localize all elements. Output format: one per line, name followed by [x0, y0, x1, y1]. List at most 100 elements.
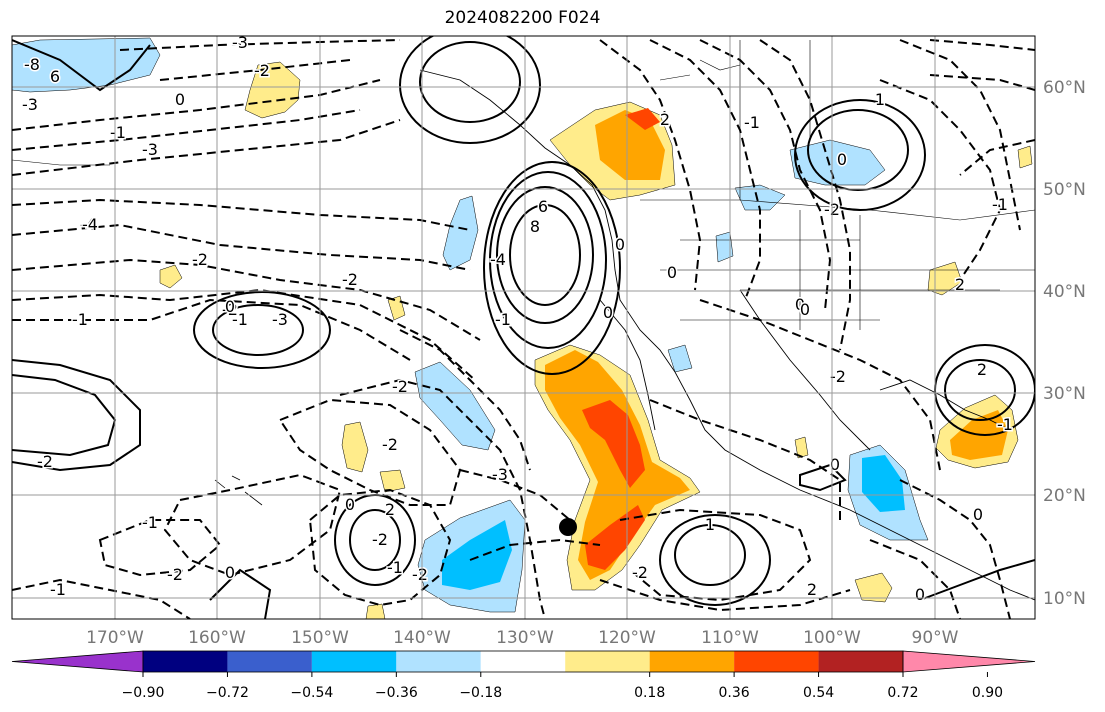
negative-anomaly-area	[12, 37, 161, 93]
contour-label: 0	[225, 297, 235, 316]
contour-label: 6	[50, 67, 60, 86]
lon-label: 170°W	[86, 628, 144, 648]
contour-label: -1	[110, 123, 126, 142]
colorbar-tick-label: −0.90	[122, 685, 165, 701]
contour-label: -3	[232, 33, 248, 52]
contour-label: 0	[830, 455, 840, 474]
positive-anomaly-area	[1017, 145, 1033, 169]
contour-label: 0	[837, 150, 847, 169]
colorbar-tick-label: −0.18	[459, 685, 502, 701]
positive-anomaly-area	[585, 505, 645, 570]
contour-label: 1	[705, 515, 715, 534]
contour-label: 0	[603, 303, 613, 322]
contour-label: -1	[495, 310, 511, 329]
contour-label: -2	[254, 61, 270, 80]
lat-label: 30°N	[1043, 384, 1086, 404]
contour-label: 0	[800, 300, 810, 319]
colorbar-frame	[142, 650, 904, 673]
contour-label: 0	[795, 295, 805, 314]
colorbar-segment	[480, 651, 566, 672]
contour-label: -1	[992, 195, 1008, 214]
colorbar-segment	[143, 651, 228, 672]
contour-label: -2	[167, 565, 183, 584]
lon-label: 90°W	[912, 628, 959, 648]
colorbar-tick-label: 0.18	[634, 685, 665, 701]
negative-anomaly-area	[715, 231, 734, 263]
negative-anomaly-area	[862, 455, 905, 512]
colorbar-segment	[227, 651, 312, 672]
contour-label: -1	[72, 310, 88, 329]
contour-label: 0	[225, 563, 235, 582]
colorbar-tick-label: −0.54	[290, 685, 333, 701]
lon-label: 110°W	[701, 628, 759, 648]
positive-anomaly-area	[794, 436, 809, 459]
positive-anomaly-area	[582, 400, 645, 488]
contour-label: -1	[387, 558, 403, 577]
contour-label: -3	[22, 95, 38, 114]
positive-anomaly-area	[365, 603, 386, 619]
contour-label: 2	[807, 580, 817, 599]
contour-label: -2	[222, 300, 238, 319]
contour-label: -4	[80, 215, 96, 234]
lon-label: 160°W	[188, 628, 246, 648]
contour-label: 6	[538, 197, 548, 216]
contour-label: 0	[915, 585, 925, 604]
positive-anomaly-area	[341, 421, 369, 473]
contour-label: -1	[232, 310, 248, 329]
contour-label: 8	[530, 217, 540, 236]
map-title: 2024082200 F024	[444, 8, 601, 28]
contour-label: -2	[37, 452, 53, 471]
positive-anomaly-area	[379, 469, 406, 493]
colorbar-tick-label: 0.72	[887, 685, 918, 701]
colorbar-tick-label: 0.54	[803, 685, 834, 701]
lat-label: 60°N	[1043, 78, 1086, 98]
colorbar-extend-low	[11, 650, 144, 673]
positive-anomaly-area	[159, 264, 183, 289]
lon-label: 120°W	[598, 628, 656, 648]
contour-label: -2	[372, 530, 388, 549]
storm-position-marker	[559, 518, 577, 536]
contour-label: 1	[875, 90, 885, 109]
lon-label: 100°W	[803, 628, 861, 648]
contour-label: 0	[615, 235, 625, 254]
contour-label: -2	[830, 367, 846, 386]
lon-label: 140°W	[393, 628, 451, 648]
colorbar-tick-label: −0.36	[375, 685, 418, 701]
contour-label: 2	[955, 275, 965, 294]
colorbar-segment	[734, 651, 819, 672]
colorbar-extend-high	[902, 650, 1036, 673]
colorbar-segment	[311, 651, 397, 672]
colorbar-segment	[396, 651, 481, 672]
colorbar-segment	[565, 651, 650, 672]
longitude-labels: 170°W 160°W 150°W 140°W 130°W 120°W 110°…	[86, 628, 959, 648]
contour-label: -2	[392, 377, 408, 396]
contour-label: 2	[660, 110, 670, 129]
negative-anomaly-area	[789, 139, 886, 186]
dashed-contours	[12, 39, 1035, 619]
negative-anomaly-area	[734, 184, 786, 211]
contour-label: -2	[632, 563, 648, 582]
latitude-labels: 60°N 50°N 40°N 30°N 20°N 10°N	[1043, 78, 1086, 609]
contour-label: -2	[382, 435, 398, 454]
positive-anomaly-area	[625, 108, 660, 130]
contour-label: 0	[175, 90, 185, 109]
contour-label: 2	[385, 500, 395, 519]
contour-label: -1	[744, 113, 760, 132]
colorbar: −0.90 −0.72 −0.54 −0.36 −0.18 0.18 0.36 0.54 0.7…	[11, 650, 1036, 701]
contour-label: -3	[272, 310, 288, 329]
contour-label: 0	[973, 505, 983, 524]
contour-label: 0	[345, 495, 355, 514]
contour-label: -2	[412, 565, 428, 584]
lon-label: 150°W	[291, 628, 349, 648]
positive-anomaly-area	[854, 572, 893, 603]
lon-label: 130°W	[496, 628, 554, 648]
lat-label: 40°N	[1043, 282, 1086, 302]
contour-label: -1	[142, 513, 158, 532]
colorbar-segment	[818, 651, 903, 672]
negative-anomaly-area	[667, 344, 693, 373]
map-frame	[11, 35, 1036, 620]
negative-anomaly-area	[414, 361, 496, 451]
lat-label: 10°N	[1043, 589, 1086, 609]
contour-label: -8	[24, 55, 40, 74]
